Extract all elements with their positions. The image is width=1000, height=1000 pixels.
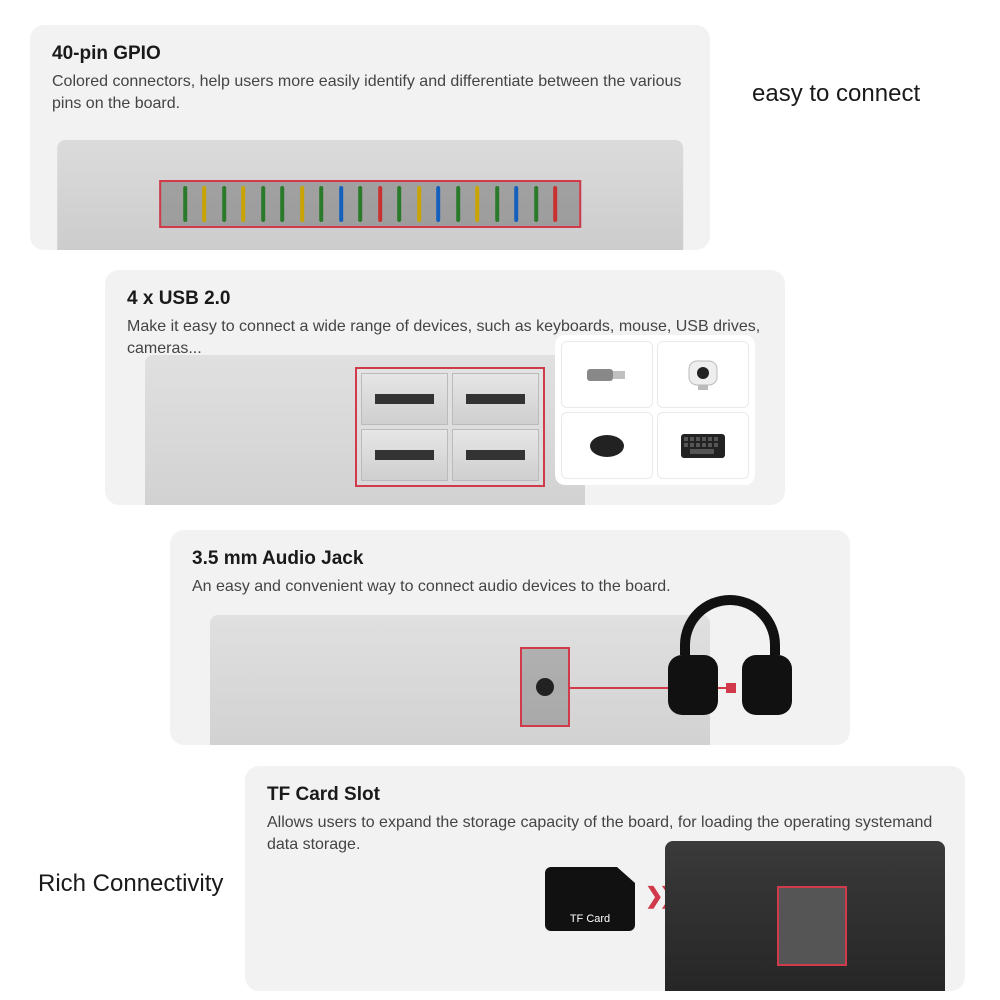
usb-ports-highlight bbox=[355, 367, 545, 487]
usb-port-icon bbox=[361, 373, 448, 425]
mouse-icon bbox=[561, 412, 653, 479]
usb-drive-icon bbox=[561, 341, 653, 408]
usb-port-icon bbox=[452, 373, 539, 425]
gpio-pin bbox=[319, 186, 323, 222]
tf-board-illustration bbox=[665, 841, 945, 991]
card-title: 3.5 mm Audio Jack bbox=[192, 548, 828, 570]
gpio-pin bbox=[514, 186, 518, 222]
gpio-pin bbox=[222, 186, 226, 222]
audio-jack-highlight bbox=[520, 647, 570, 727]
webcam-icon bbox=[657, 341, 749, 408]
card-title: 4 x USB 2.0 bbox=[127, 288, 763, 310]
overlay-rich-connectivity: Rich Connectivity bbox=[38, 870, 223, 898]
tf-slot-highlight bbox=[777, 886, 847, 966]
gpio-pin bbox=[553, 186, 557, 222]
card-gpio: 40-pin GPIO Colored connectors, help use… bbox=[30, 25, 710, 250]
gpio-pin bbox=[339, 186, 343, 222]
gpio-pin bbox=[417, 186, 421, 222]
tf-card-icon: TF Card bbox=[545, 867, 635, 931]
gpio-pin bbox=[495, 186, 499, 222]
card-audio: 3.5 mm Audio Jack An easy and convenient… bbox=[170, 530, 850, 745]
gpio-pin bbox=[456, 186, 460, 222]
gpio-pin bbox=[300, 186, 304, 222]
gpio-pin bbox=[280, 186, 284, 222]
card-usb: 4 x USB 2.0 Make it easy to connect a wi… bbox=[105, 270, 785, 505]
card-desc: Colored connectors, help users more easi… bbox=[52, 71, 688, 114]
gpio-highlight-box bbox=[159, 180, 581, 228]
gpio-pin bbox=[358, 186, 362, 222]
card-tf: TF Card Slot Allows users to expand the … bbox=[245, 766, 965, 991]
gpio-pin bbox=[397, 186, 401, 222]
keyboard-icon bbox=[657, 412, 749, 479]
overlay-easy-to-connect: easy to connect bbox=[752, 80, 920, 108]
card-title: TF Card Slot bbox=[267, 784, 943, 806]
gpio-pin bbox=[378, 186, 382, 222]
usb-port-icon bbox=[452, 429, 539, 481]
usb-port-icon bbox=[361, 429, 448, 481]
headphones-icon bbox=[660, 585, 800, 725]
gpio-pin bbox=[202, 186, 206, 222]
gpio-pin bbox=[534, 186, 538, 222]
gpio-pin bbox=[241, 186, 245, 222]
usb-device-grid bbox=[555, 335, 755, 485]
gpio-pin bbox=[183, 186, 187, 222]
gpio-pin bbox=[475, 186, 479, 222]
gpio-pin bbox=[436, 186, 440, 222]
gpio-pin bbox=[261, 186, 265, 222]
card-title: 40-pin GPIO bbox=[52, 43, 688, 65]
audio-board-illustration bbox=[210, 615, 710, 745]
